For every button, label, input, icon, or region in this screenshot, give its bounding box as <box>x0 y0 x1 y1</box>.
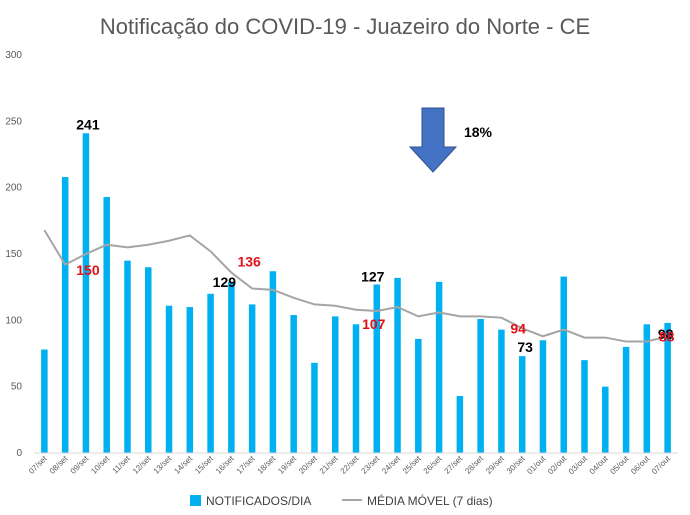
bar <box>269 271 277 453</box>
x-tick-label: 04/out <box>588 454 611 477</box>
x-tick-label: 08/set <box>48 454 70 476</box>
x-tick-label: 23/set <box>359 454 381 476</box>
bar <box>186 307 194 453</box>
y-tick-label: 50 <box>11 382 23 393</box>
bar <box>415 338 422 453</box>
bar <box>456 395 464 453</box>
legend: NOTIFICADOS/DIA MÉDIA MÓVEL (7 dias) <box>190 493 493 508</box>
line-series <box>43 229 668 343</box>
y-tick-label: 100 <box>5 315 22 326</box>
data-label: 98 <box>658 326 674 342</box>
x-tick-label: 25/set <box>401 454 423 476</box>
arrow-label: 18% <box>464 124 493 140</box>
bar <box>435 281 443 453</box>
legend-label: NOTIFICADOS/DIA <box>206 494 311 508</box>
bar <box>477 319 484 453</box>
y-axis: 0 50 100 150 200 250 300 <box>5 50 22 459</box>
x-tick-label: 30/set <box>505 454 527 476</box>
x-tick-label: 15/set <box>193 454 215 476</box>
bar <box>664 322 671 453</box>
x-tick-label: 07/out <box>650 454 673 477</box>
data-label: 136 <box>237 254 261 270</box>
x-tick-label: 27/set <box>443 454 465 476</box>
x-tick-label: 22/set <box>339 454 361 476</box>
moving-average-line <box>43 229 668 343</box>
x-tick-label: 21/set <box>318 454 340 476</box>
x-tick-label: 26/set <box>422 454 444 476</box>
x-tick-label: 19/set <box>276 454 298 476</box>
chart-title: Notificação do COVID-19 - Juazeiro do No… <box>100 14 590 39</box>
data-label: 129 <box>213 274 237 290</box>
x-tick-label: 12/set <box>131 454 153 476</box>
x-tick-label: 28/set <box>463 454 485 476</box>
data-label: 73 <box>517 339 533 355</box>
x-tick-label: 11/set <box>111 454 133 476</box>
bar <box>498 329 505 453</box>
bar <box>290 315 297 453</box>
bar <box>207 293 214 453</box>
data-label: 150 <box>76 262 100 278</box>
x-tick-label: 16/set <box>214 454 236 476</box>
bar <box>248 304 256 453</box>
y-tick-label: 300 <box>5 50 22 61</box>
x-tick-label: 13/set <box>152 454 174 476</box>
bar <box>560 276 567 453</box>
bar <box>352 324 360 453</box>
bar <box>61 177 69 453</box>
bar <box>103 196 110 453</box>
down-arrow-icon <box>408 107 458 173</box>
x-tick-label: 24/set <box>380 454 402 476</box>
bar <box>602 386 609 453</box>
data-label: 107 <box>362 316 386 332</box>
bar-series <box>41 133 671 454</box>
trend-arrow-group: 18% <box>408 107 493 173</box>
bar <box>622 346 630 453</box>
legend-swatch-bar <box>190 495 201 506</box>
x-tick-label: 05/out <box>608 454 631 477</box>
legend-label: MÉDIA MÓVEL (7 dias) <box>367 493 493 508</box>
bar <box>373 284 381 453</box>
bar <box>643 324 651 453</box>
data-label: 241 <box>76 116 100 132</box>
x-tick-label: 06/out <box>629 454 652 477</box>
x-tick-label: 09/set <box>69 454 91 476</box>
data-label: 127 <box>361 269 385 285</box>
x-tick-label: 02/out <box>546 454 569 477</box>
bar <box>145 267 152 453</box>
x-tick-label: 03/out <box>567 454 590 477</box>
bar <box>165 305 173 453</box>
bar <box>124 260 131 453</box>
bar <box>228 281 235 453</box>
x-tick-label: 14/set <box>172 454 194 476</box>
x-tick-label: 17/set <box>235 454 257 476</box>
y-tick-label: 0 <box>16 448 22 459</box>
x-tick-label: 18/set <box>256 454 278 476</box>
data-label: 94 <box>510 320 526 336</box>
x-tick-label: 07/set <box>27 454 49 476</box>
bar <box>394 277 401 453</box>
y-tick-label: 150 <box>5 249 22 260</box>
y-tick-label: 250 <box>5 116 22 127</box>
x-tick-label: 29/set <box>484 454 506 476</box>
bar <box>539 340 547 453</box>
bar <box>331 316 339 453</box>
x-tick-label: 01/out <box>525 454 548 477</box>
bar <box>311 362 318 453</box>
y-tick-label: 200 <box>5 183 22 194</box>
x-tick-label: 20/set <box>297 454 319 476</box>
bar <box>41 349 48 453</box>
bar <box>82 133 90 454</box>
x-tick-label: 10/set <box>89 454 111 476</box>
bar <box>518 356 526 453</box>
data-label: 88 <box>659 328 675 344</box>
bar <box>581 360 588 453</box>
